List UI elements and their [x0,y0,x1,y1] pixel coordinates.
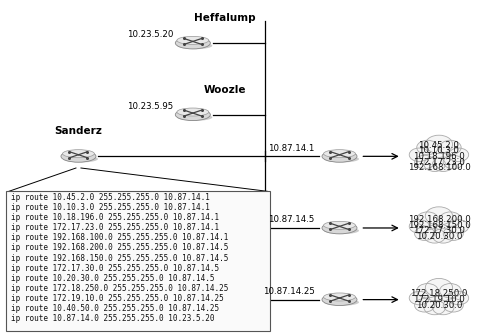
Text: 192.168.100.0: 192.168.100.0 [408,163,470,172]
Circle shape [426,279,452,297]
Text: ip route 10.45.2.0 255.255.255.0 10.87.14.1: ip route 10.45.2.0 255.255.255.0 10.87.1… [12,193,210,202]
Ellipse shape [324,221,356,229]
Ellipse shape [324,227,359,234]
Text: 10.10.3.0: 10.10.3.0 [418,146,460,155]
Ellipse shape [176,37,210,49]
Text: ip route 192.168.100.0 255.255.255.0 10.87.14.1: ip route 192.168.100.0 255.255.255.0 10.… [12,233,228,242]
Circle shape [432,157,454,171]
Circle shape [440,284,461,298]
Text: 10.87.14.1: 10.87.14.1 [268,143,314,153]
Text: Sanderz: Sanderz [54,126,102,136]
Circle shape [414,155,434,169]
Text: Heffalump: Heffalump [194,13,256,23]
Circle shape [414,299,434,312]
Ellipse shape [324,156,359,163]
Circle shape [420,216,459,243]
Ellipse shape [177,108,208,116]
Text: ip route 172.18.250.0 255.255.255.0 10.87.14.25: ip route 172.18.250.0 255.255.255.0 10.8… [12,284,228,293]
Circle shape [416,140,438,155]
Circle shape [423,212,455,234]
Circle shape [426,207,452,225]
Ellipse shape [324,299,359,306]
Circle shape [423,284,455,306]
Text: 10.45.2.0: 10.45.2.0 [418,140,460,150]
Text: 10.87.14.25: 10.87.14.25 [263,287,314,296]
Circle shape [443,155,464,169]
Circle shape [414,227,434,240]
Text: 10.18.196.0: 10.18.196.0 [413,152,465,161]
Circle shape [424,300,446,315]
Text: ip route 172.17.30.0 255.255.255.0 10.87.14.5: ip route 172.17.30.0 255.255.255.0 10.87… [12,264,220,273]
Text: 172.17.30.0: 172.17.30.0 [413,226,465,235]
Text: ip route 192.168.150.0 255.255.255.0 10.87.14.5: ip route 192.168.150.0 255.255.255.0 10.… [12,254,228,262]
Circle shape [420,145,459,171]
Circle shape [443,227,464,240]
Circle shape [409,148,430,162]
Text: ip route 10.20.30.0 255.255.255.0 10.87.14.5: ip route 10.20.30.0 255.255.255.0 10.87.… [12,274,215,283]
Text: ip route 10.40.50.0 255.255.255.0 10.87.14.25: ip route 10.40.50.0 255.255.255.0 10.87.… [12,304,220,313]
Ellipse shape [322,151,357,162]
Ellipse shape [178,42,212,49]
Ellipse shape [178,114,212,121]
Ellipse shape [62,150,94,158]
Text: 172.19.10.0: 172.19.10.0 [413,295,465,304]
Circle shape [424,229,446,243]
Text: ip route 10.10.3.0 255.255.255.0 10.87.14.1: ip route 10.10.3.0 255.255.255.0 10.87.1… [12,203,210,212]
Circle shape [426,135,452,154]
Circle shape [440,140,461,155]
Circle shape [416,212,438,226]
Ellipse shape [322,294,357,305]
Text: 192.168.200.0: 192.168.200.0 [408,215,470,224]
Circle shape [432,229,454,243]
Ellipse shape [322,222,357,234]
Circle shape [420,288,459,314]
Ellipse shape [324,293,356,301]
Text: 10.87.14.5: 10.87.14.5 [268,215,314,224]
Circle shape [448,291,468,305]
Circle shape [409,220,430,233]
Circle shape [448,220,468,233]
Ellipse shape [63,156,98,163]
Text: ip route 172.19.10.0 255.255.255.0 10.87.14.25: ip route 172.19.10.0 255.255.255.0 10.87… [12,294,224,303]
Circle shape [440,212,461,226]
FancyBboxPatch shape [6,191,270,331]
Circle shape [423,141,455,162]
Text: 172.17.23.0: 172.17.23.0 [413,158,465,167]
Ellipse shape [324,150,356,158]
Text: 10.23.5.20: 10.23.5.20 [126,30,173,39]
Circle shape [424,157,446,171]
Text: 10.20.30.0: 10.20.30.0 [416,232,462,241]
Text: ip route 172.17.23.0 255.255.255.0 10.87.14.1: ip route 172.17.23.0 255.255.255.0 10.87… [12,223,220,232]
Text: 10.23.5.95: 10.23.5.95 [126,102,173,111]
Text: ip route 10.87.14.0 255.255.255.0 10.23.5.20: ip route 10.87.14.0 255.255.255.0 10.23.… [12,314,215,323]
Text: ip route 192.168.200.0 255.255.255.0 10.87.14.5: ip route 192.168.200.0 255.255.255.0 10.… [12,244,228,252]
Circle shape [409,291,430,305]
Text: 10.20.30.0: 10.20.30.0 [416,301,462,310]
Circle shape [448,148,468,162]
Circle shape [432,300,454,315]
Circle shape [416,284,438,298]
Text: 192.168.150.0: 192.168.150.0 [408,221,470,229]
Ellipse shape [176,109,210,121]
Ellipse shape [177,36,208,44]
Text: Woozle: Woozle [204,85,246,95]
Ellipse shape [61,151,96,162]
Text: ip route 10.18.196.0 255.255.255.0 10.87.14.1: ip route 10.18.196.0 255.255.255.0 10.87… [12,213,220,222]
Text: 172.18.250.0: 172.18.250.0 [410,289,468,298]
Circle shape [443,299,464,312]
